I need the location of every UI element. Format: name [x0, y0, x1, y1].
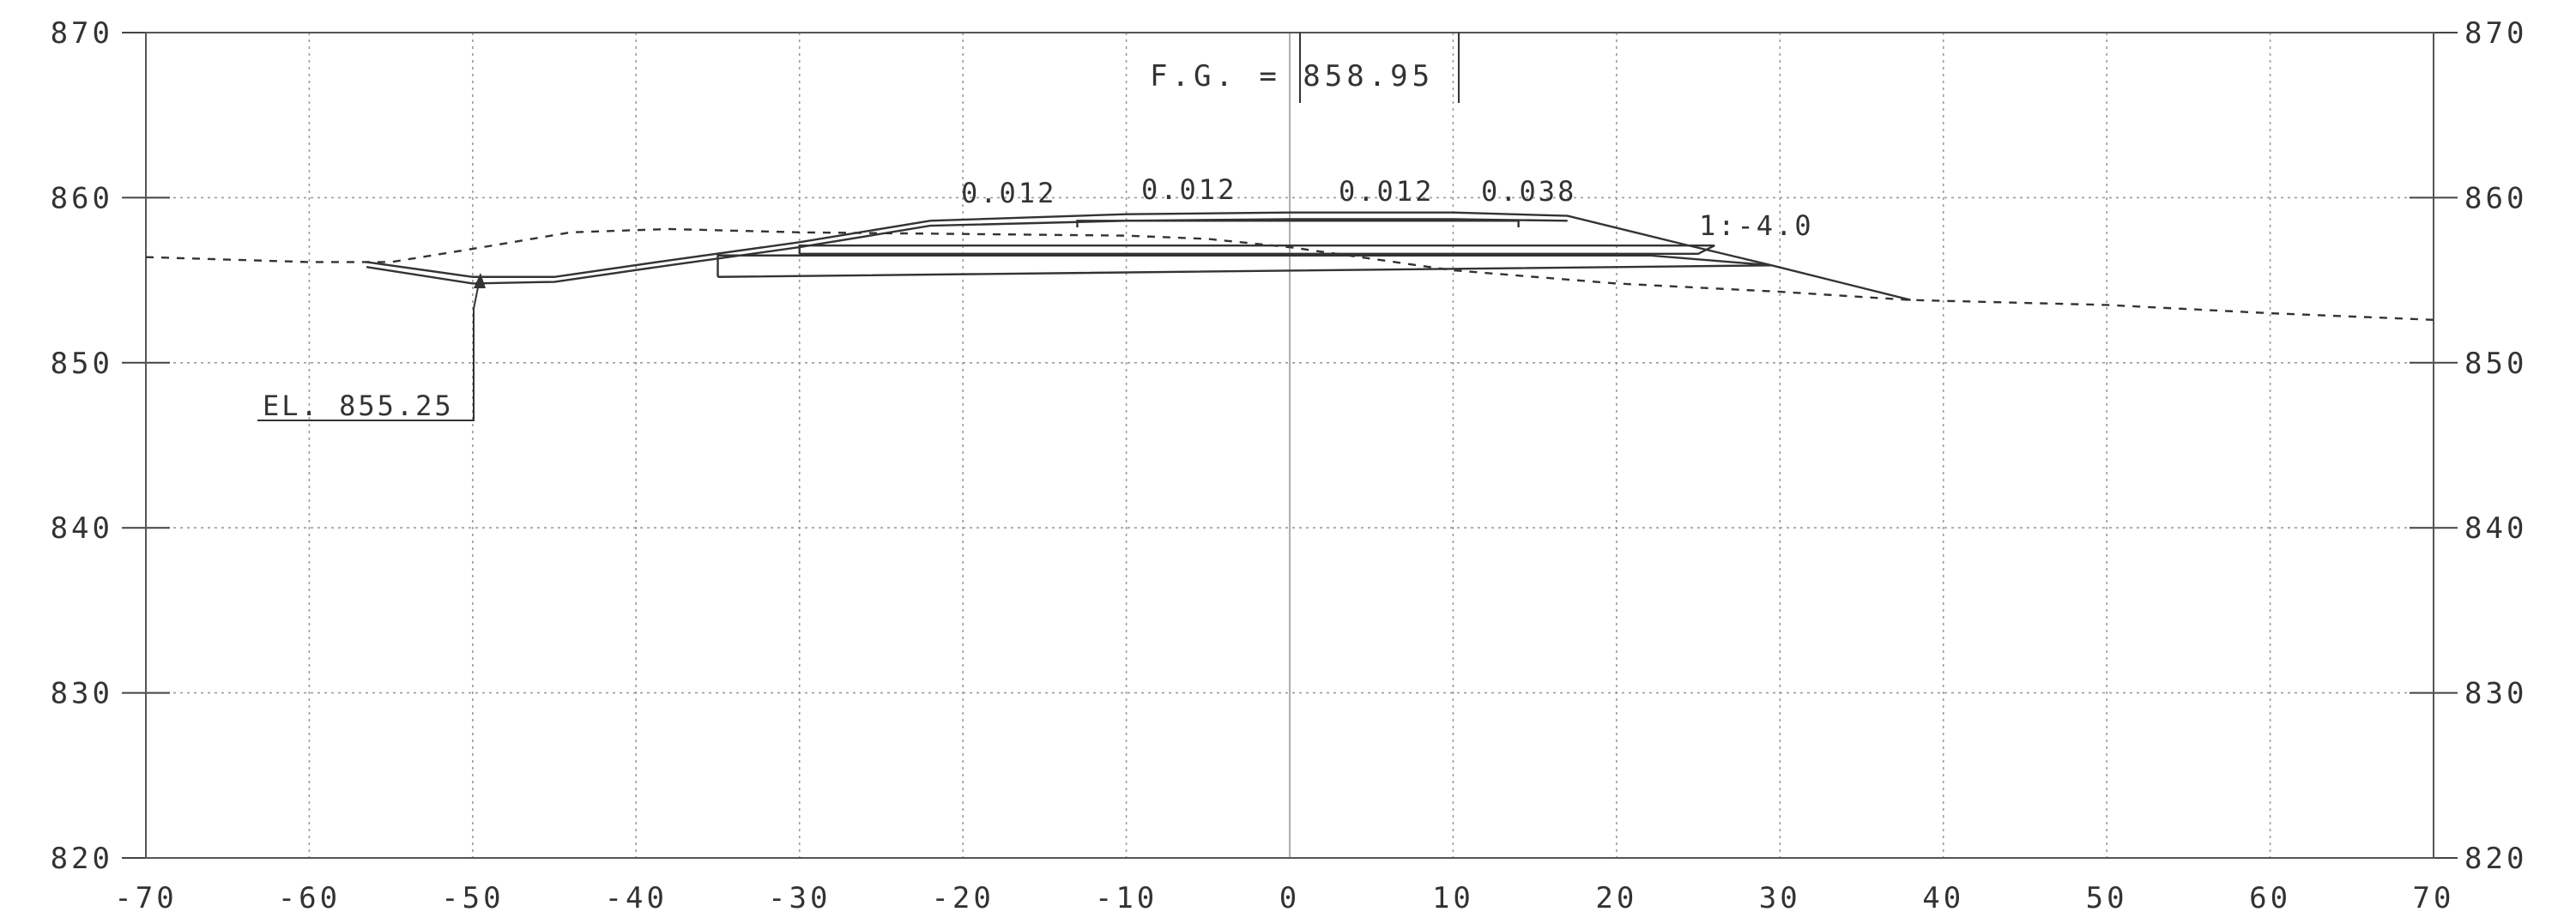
x-tick-label: 50 — [2086, 881, 2128, 915]
elevation-arrowhead — [474, 273, 486, 288]
y-tick-label-left: 830 — [51, 677, 113, 711]
y-tick-label-left: 840 — [51, 511, 113, 546]
x-tick-label: 20 — [1595, 881, 1637, 915]
slope-label-4: 0.038 — [1481, 175, 1576, 208]
y-tick-label-right: 860 — [2464, 181, 2527, 215]
x-tick-label: -50 — [441, 881, 504, 915]
x-tick-label: 0 — [1279, 881, 1300, 915]
y-tick-label-left: 870 — [51, 16, 113, 51]
existing-ground-profile — [145, 227, 2434, 321]
slope-label-3: 0.012 — [1339, 175, 1434, 208]
x-tick-label: -60 — [278, 881, 341, 915]
y-tick-label-right: 820 — [2464, 842, 2527, 876]
slope-label-1: 0.012 — [961, 177, 1056, 209]
elevation-label: EL. 855.25 — [263, 390, 454, 422]
tick-labels: -70 -60 -50 -40 -30 -20 -10 0 10 20 30 40 50 60 70 820 8… — [51, 16, 2527, 915]
x-tick-label: 10 — [1432, 881, 1474, 915]
pavement-layer-line — [366, 218, 1568, 285]
x-tick-label: 60 — [2249, 881, 2291, 915]
proposed-section — [257, 33, 1911, 421]
x-tick-label: -40 — [605, 881, 668, 915]
x-tick-label: 40 — [1922, 881, 1964, 915]
x-tick-label: 70 — [2413, 881, 2455, 915]
plot-border — [145, 32, 2434, 859]
plot-frame — [145, 32, 2434, 859]
y-tick-label-right: 850 — [2464, 347, 2527, 381]
y-tick-label-right: 870 — [2464, 16, 2527, 51]
y-tick-label-right: 840 — [2464, 511, 2527, 546]
finished-grade-label: F.G. = 858.95 — [1150, 59, 1434, 94]
y-tick-label-left: 860 — [51, 181, 113, 215]
x-tick-label: -30 — [768, 881, 831, 915]
y-tick-label-left: 820 — [51, 842, 113, 876]
elevation-leader — [257, 274, 481, 421]
y-tick-label-right: 830 — [2464, 677, 2527, 711]
side-slope-label: 1:-4.0 — [1699, 209, 1814, 242]
finished-grade-profile — [366, 211, 1911, 301]
y-tick-label-left: 850 — [51, 347, 113, 381]
slope-label-2: 0.012 — [1141, 173, 1237, 206]
x-tick-label: -10 — [1095, 881, 1158, 915]
x-tick-label: -20 — [931, 881, 994, 915]
x-tick-label: 30 — [1759, 881, 1801, 915]
section-layer-outline — [798, 244, 1715, 256]
section-layer-outline — [1076, 220, 1520, 228]
x-tick-label: -70 — [114, 881, 177, 915]
existing-ground-line — [145, 227, 2434, 321]
section-layer-outline — [717, 254, 1772, 278]
grid — [122, 32, 2458, 859]
